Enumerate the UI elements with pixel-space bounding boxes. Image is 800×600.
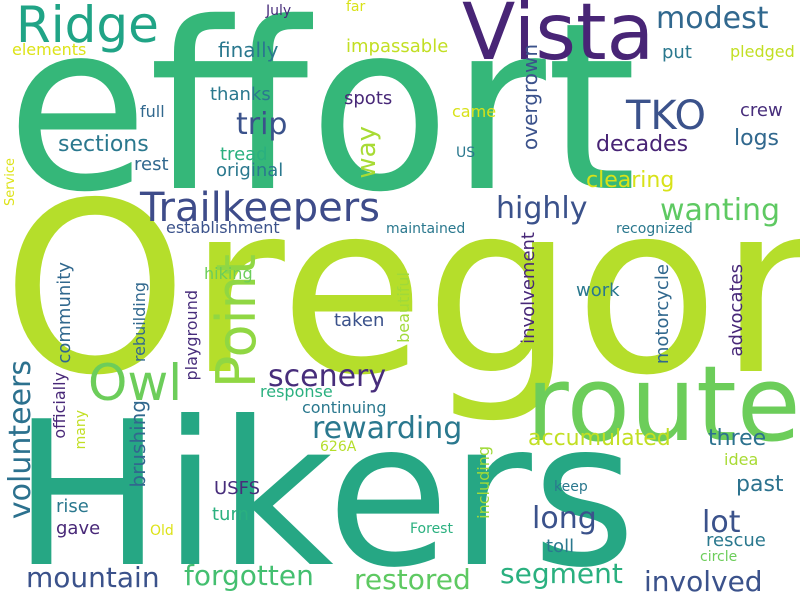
word-logs: logs <box>734 126 779 151</box>
word-trip: trip <box>236 107 288 142</box>
word-response: response <box>260 382 333 401</box>
word-hikers: Hikers <box>12 379 637 600</box>
word-vista: Vista <box>462 0 655 78</box>
word-toll: toll <box>546 536 575 557</box>
word-modest: modest <box>656 1 769 36</box>
word-owl: Owl <box>88 354 183 412</box>
word-spots: spots <box>344 88 393 109</box>
word-maintained: maintained <box>386 221 466 237</box>
word-keep: keep <box>554 479 588 495</box>
word-including: including <box>474 446 493 519</box>
word-impassable: impassable <box>346 36 449 57</box>
word-involved: involved <box>644 565 763 598</box>
word-pledged: pledged <box>730 42 795 61</box>
word-segment: segment <box>500 557 623 590</box>
word-rescue: rescue <box>706 530 766 551</box>
word-lot: lot <box>702 505 741 540</box>
word-rise: rise <box>56 496 89 517</box>
word-three: three <box>708 426 767 451</box>
word-crew: crew <box>740 100 783 121</box>
word-turn: turn <box>212 504 249 525</box>
word-continuing: continuing <box>302 398 387 417</box>
word-restored: restored <box>354 563 471 596</box>
word-626a: 626A <box>320 439 357 455</box>
word-involvement: involvement <box>518 232 539 344</box>
word-way: way <box>352 126 382 179</box>
word-wanting: wanting <box>660 193 781 228</box>
word-circle: circle <box>700 549 738 565</box>
word-overgrown: overgrown <box>518 44 542 150</box>
word-beautiful: beautiful <box>394 272 413 343</box>
word-long: long <box>532 501 597 536</box>
word-route: route <box>526 343 800 465</box>
word-establishment: establishment <box>166 218 280 237</box>
word-came: came <box>452 102 497 121</box>
word-advocates: advocates <box>726 264 747 357</box>
word-effort: effort <box>6 0 637 243</box>
word-full: full <box>140 102 165 121</box>
word-old: Old <box>150 523 174 539</box>
word-trailkeepers: Trailkeepers <box>140 185 380 231</box>
word-taken: taken <box>334 310 385 331</box>
word-tread: tread <box>220 144 268 165</box>
word-scenery: scenery <box>268 359 387 394</box>
word-idea: idea <box>724 450 759 469</box>
word-playground: playground <box>182 290 201 381</box>
word-officially: officially <box>50 372 69 439</box>
word-past: past <box>736 472 784 497</box>
word-many: many <box>73 410 89 450</box>
word-rewarding: rewarding <box>312 411 463 446</box>
word-clearing: clearing <box>586 168 675 193</box>
word-brushing: brushing <box>126 400 150 488</box>
word-us: US <box>456 145 476 161</box>
word-finally: finally <box>218 38 279 62</box>
word-thanks: thanks <box>210 84 271 105</box>
word-elements: elements <box>12 40 87 59</box>
word-far: far <box>346 0 366 15</box>
word-forest: Forest <box>410 521 453 537</box>
word-accumulated: accumulated <box>528 426 671 451</box>
word-rest: rest <box>134 154 169 175</box>
word-usfs: USFS <box>214 478 261 499</box>
word-mountain: mountain <box>26 561 160 594</box>
word-original: original <box>216 160 284 181</box>
word-community: community <box>54 262 75 364</box>
word-decades: decades <box>596 132 689 157</box>
word-work: work <box>576 280 620 301</box>
word-service: Service <box>3 158 18 207</box>
word-highly: highly <box>496 191 588 226</box>
word-recognized: recognized <box>616 221 693 237</box>
word-sections: sections <box>58 132 149 157</box>
word-tko: TKO <box>626 93 706 139</box>
word-forgotten: forgotten <box>184 559 314 592</box>
word-july: July <box>266 3 292 19</box>
word-ridge: Ridge <box>16 0 159 54</box>
word-hiking: hiking <box>204 264 253 283</box>
word-put: put <box>662 42 692 63</box>
word-rebuilding: rebuilding <box>130 282 149 363</box>
word-motorcycle: motorcycle <box>652 264 673 365</box>
word-volunteers: volunteers <box>3 360 38 520</box>
word-gave: gave <box>56 518 101 539</box>
word-oregon: Oregon <box>2 152 800 427</box>
